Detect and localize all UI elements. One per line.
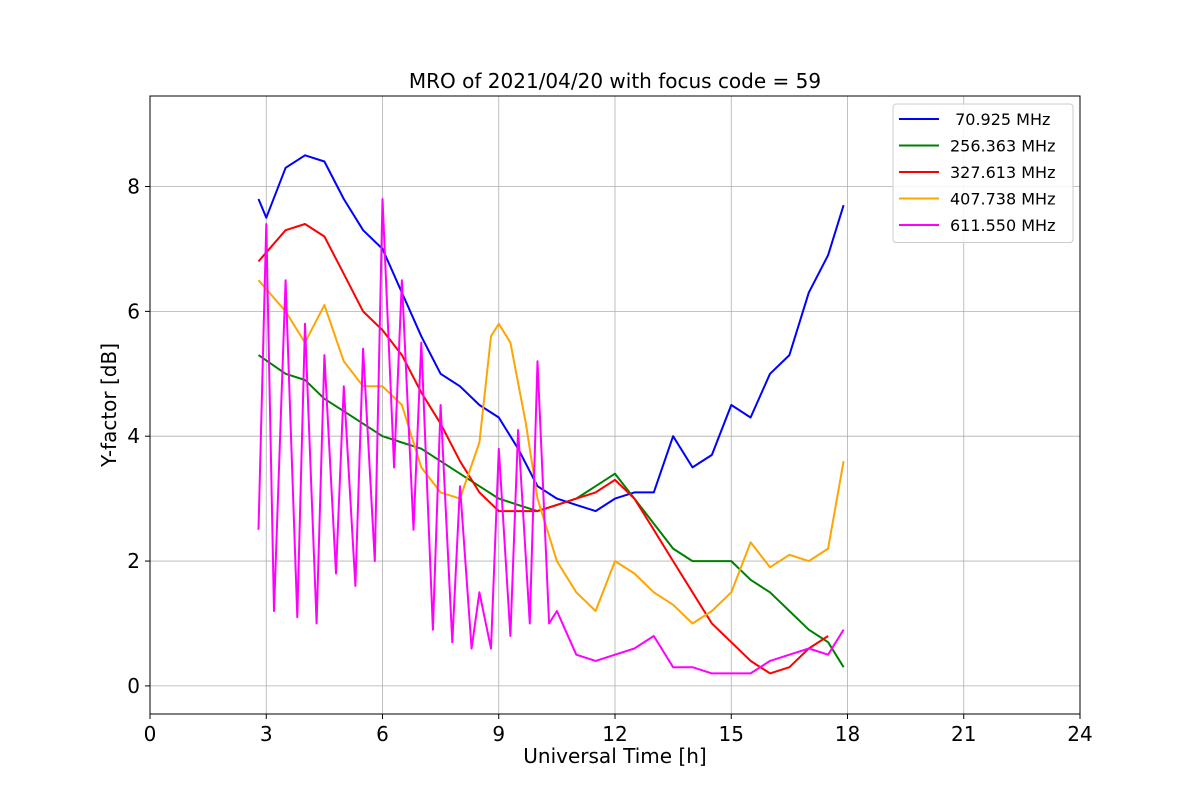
series-line-3 [257,223,829,675]
series-layer [257,154,845,675]
y-tick-label: 0 [127,674,140,698]
legend-label-1: 70.925 MHz [950,110,1050,129]
x-tick-label: 18 [835,722,860,746]
y-tick-label: 8 [127,175,140,199]
y-tick-label: 4 [127,424,140,448]
x-tick-label: 3 [260,722,273,746]
y-tick-label: 2 [127,549,140,573]
y-tick-label: 6 [127,299,140,323]
x-tick-label: 21 [951,722,976,746]
legend-label-5: 611.550 MHz [950,216,1055,235]
x-tick-label: 24 [1067,722,1092,746]
legend: 70.925 MHz 256.363 MHz 327.613 MHz 407.738 … [892,103,1074,243]
x-axis-label: Universal Time [h] [523,744,706,768]
y-axis-label: Y-factor [dB] [97,343,121,468]
x-tick-label: 6 [376,722,389,746]
chart-title: MRO of 2021/04/20 with focus code = 59 [409,69,821,93]
x-tick-label: 0 [144,722,157,746]
series-line-1 [257,154,845,513]
legend-label-4: 407.738 MHz [950,190,1055,209]
legend-label-3: 327.613 MHz [950,163,1055,182]
legend-box [892,103,1074,243]
x-tick-label: 15 [719,722,744,746]
series-line-5 [257,198,845,675]
x-tick-label: 12 [602,722,627,746]
x-tick-label: 9 [492,722,505,746]
series-line-4 [257,279,845,625]
legend-label-2: 256.363 MHz [950,137,1055,156]
